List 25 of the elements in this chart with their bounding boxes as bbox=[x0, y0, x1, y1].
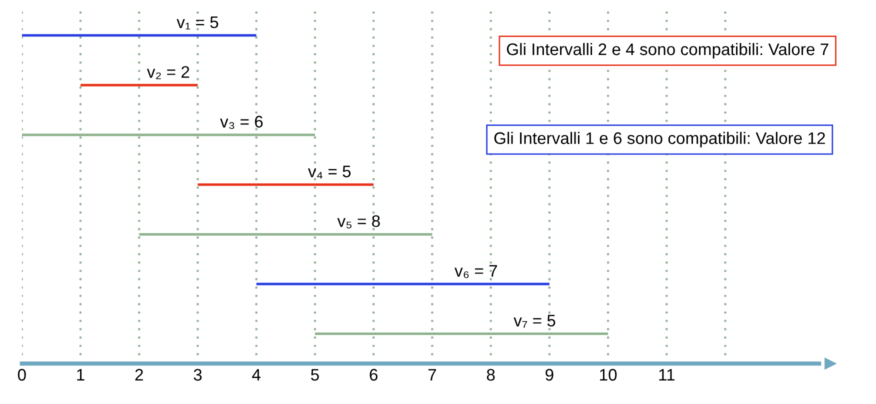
x-tick-label: 10 bbox=[600, 368, 617, 381]
annotation: v₄ = 5 bbox=[308, 166, 351, 179]
annotation: v₂ = 2 bbox=[146, 66, 190, 80]
x-tick-label: 7 bbox=[428, 369, 436, 381]
annotation: v₆ = 7 bbox=[454, 265, 497, 278]
x-tick-label: 5 bbox=[311, 369, 319, 381]
bar bbox=[256, 282, 550, 286]
x-tick-label: 6 bbox=[370, 368, 378, 381]
x-tick-label: 2 bbox=[135, 368, 143, 381]
annotation: v₇ = 5 bbox=[514, 314, 556, 328]
annotation: Gli Intervalli 1 e 6 sono compatibili: Valore 12 bbox=[494, 132, 825, 148]
annotation: v₁ = 5 bbox=[176, 16, 218, 30]
x-tick-label: 1 bbox=[77, 369, 84, 381]
bar bbox=[22, 34, 256, 37]
x-tick-label: 11 bbox=[659, 369, 675, 381]
annotation: v₃ = 6 bbox=[220, 116, 263, 129]
x-tick-label: 0 bbox=[18, 368, 26, 381]
bar bbox=[80, 84, 198, 86]
x-tick-label: 8 bbox=[486, 368, 495, 381]
x-tick-label: 4 bbox=[252, 369, 261, 381]
annotation: v₅ = 8 bbox=[337, 215, 380, 228]
x-tick-label: 3 bbox=[194, 368, 202, 381]
annotation: Gli Intervalli 2 e 4 sono compatibili: Valore 7 bbox=[506, 42, 828, 59]
x-tick-label: 9 bbox=[546, 368, 554, 381]
bar bbox=[198, 183, 374, 186]
